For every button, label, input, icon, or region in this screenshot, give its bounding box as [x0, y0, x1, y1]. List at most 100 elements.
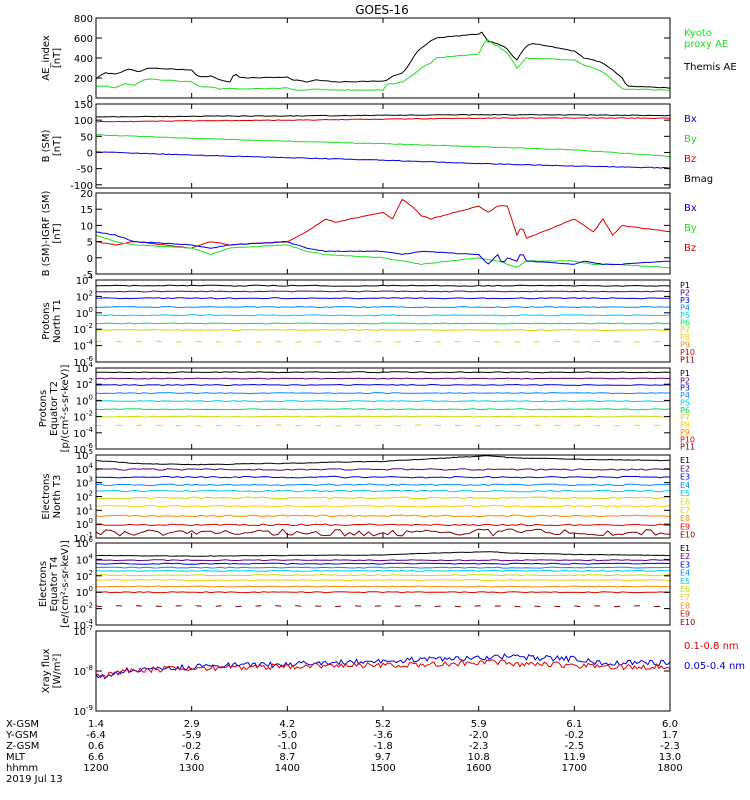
legend-pnorth-7: P8 [680, 333, 690, 342]
series-line-pequator-5 [96, 400, 670, 403]
xinfo-value-y-gsm-6: 1.7 [662, 730, 678, 741]
panel-frame-xray [95, 630, 671, 712]
ylabel-bigrf-0: B (SM)-IGRF (SM) [41, 191, 52, 277]
xinfo-value-hhmm-1: 1300 [179, 763, 204, 774]
xinfo-value-hhmm-0: 1200 [83, 763, 108, 774]
ytick-label-ae-2: 400 [74, 54, 93, 65]
series-line-eequator-5 [96, 569, 670, 572]
series-line-enorth-6 [96, 496, 670, 500]
legend-eequator-2: E3 [680, 560, 690, 569]
xinfo-value-x-gsm-1: 2.9 [184, 719, 200, 730]
series-line-ae-2 [96, 39, 670, 91]
legend-enorth-7: E8 [680, 514, 690, 523]
ytick-label-pequator-4: 102 [76, 377, 93, 391]
ytick-label-xray-1: 10-8 [73, 664, 93, 678]
series-group-bigrf [96, 198, 670, 269]
xinfo-value-mlt-2: 8.7 [279, 752, 295, 763]
series-line-bigrf-1 [96, 198, 670, 249]
legend-pnorth-10: P11 [680, 356, 695, 365]
xinfo-value-hhmm-3: 1500 [370, 763, 395, 774]
legend-enorth-5: E6 [680, 498, 690, 507]
legend-bsm-3: Bmag [684, 174, 713, 185]
ytick-label-enorth-6: 105 [76, 448, 93, 462]
legend-eequator-7: E8 [680, 601, 690, 610]
series-line-enorth-3 [96, 475, 670, 479]
ytick-label-bigrf-4: 15 [80, 205, 93, 216]
ytick-label-eequator-5: 106 [76, 536, 94, 550]
legend-pnorth-2: P3 [680, 296, 690, 305]
legend-enorth-1: E2 [680, 464, 690, 473]
legend-pnorth-0: P1 [680, 281, 690, 290]
legend-eequator-5: E6 [680, 585, 690, 594]
ytick-label-ae-0: 0 [87, 94, 93, 105]
panel-xray: 10-9 10-8 10-7 Xray flux [W/m²] 0.1-0.8 nm 0.0… [41, 624, 745, 718]
ytick-label-xray-2: 10-7 [73, 624, 93, 638]
legend-pequator-3: P4 [680, 391, 690, 400]
series-line-eequator-7 [96, 579, 670, 582]
series-line-pequator-6 [96, 408, 670, 411]
legend-eequator-8: E9 [680, 610, 690, 619]
xinfo-label-y-gsm: Y-GSM [5, 730, 38, 741]
series-line-pequator-7 [96, 415, 670, 418]
legend-pnorth-9: P10 [680, 348, 695, 357]
series-line-bsm-3 [96, 134, 670, 157]
xinfo-value-z-gsm-0: 0.6 [88, 741, 104, 752]
xinfo-value-mlt-5: 11.9 [563, 752, 585, 763]
series-line-ae-1 [96, 31, 670, 89]
legend-pequator-10: P11 [680, 443, 695, 452]
ytick-label-bsm-3: 50 [80, 132, 93, 143]
panel-bigrf: -5 0 5 10 15 20 B (SM)-IGRF (SM) [nT] Bx By Bz [41, 189, 697, 281]
series-line-pequator-8 [96, 424, 670, 427]
legend-pnorth-8: P9 [680, 341, 690, 350]
ylabel-pequator-0: Protons [38, 390, 49, 427]
series-line-enorth-8 [96, 514, 670, 518]
xinfo-value-z-gsm-5: -2.5 [565, 741, 585, 752]
legend-pnorth-4: P5 [680, 311, 690, 320]
xinfo-label-z-gsm: Z-GSM [6, 741, 39, 752]
ylabel-ae-0: AE_index [41, 35, 52, 81]
series-line-xray-1 [96, 653, 670, 680]
xinfo-value-y-gsm-3: -3.6 [373, 730, 393, 741]
ytick-label-bsm-4: 100 [74, 116, 93, 127]
xinfo-value-z-gsm-1: -0.2 [182, 741, 202, 752]
xinfo-value-z-gsm-3: -1.8 [373, 741, 393, 752]
series-group-xray [96, 653, 670, 680]
series-line-eequator-6 [96, 574, 670, 577]
series-line-pnorth-7 [96, 328, 670, 332]
series-line-eequator-8 [96, 585, 670, 588]
ylabel-xray-1: [W/m²] [52, 653, 63, 688]
series-group-pnorth [96, 284, 670, 343]
legend-pequator-1: P2 [680, 376, 690, 385]
ytick-label-pequator-2: 10-2 [73, 410, 93, 424]
ytick-label-enorth-4: 103 [76, 476, 93, 490]
ytick-label-pequator-3: 100 [76, 393, 93, 407]
xinfo-date: 2019 Jul 13 [6, 774, 63, 785]
ytick-label-enorth-1: 100 [76, 517, 93, 531]
xinfo-value-mlt-6: 13.0 [659, 752, 681, 763]
xinfo-value-y-gsm-2: -5.0 [278, 730, 298, 741]
legend-enorth-2: E3 [680, 473, 690, 482]
series-line-eequator-10 [96, 605, 670, 608]
ylabel-eequator-1: Equator T4 [49, 557, 60, 612]
series-line-bsm-2 [96, 117, 670, 123]
ytick-label-bigrf-3: 10 [80, 221, 93, 232]
panel-frame-pequator [95, 367, 671, 450]
legend-pequator-9: P10 [680, 435, 695, 444]
series-line-pnorth-1 [96, 284, 670, 287]
ytick-label-pnorth-1: 10-4 [73, 339, 93, 353]
ytick-label-eequator-3: 102 [76, 569, 93, 583]
legend-pnorth-1: P2 [680, 288, 690, 297]
xinfo-value-y-gsm-1: -5.9 [182, 730, 202, 741]
legend-bsm-0: Bx [684, 114, 697, 125]
ytick-label-bsm-1: -50 [77, 165, 93, 176]
series-line-eequator-2 [96, 559, 670, 562]
ylabel-enorth-0: Electrons [41, 473, 52, 519]
panel-bsm: -100 -50 0 50 100 150 B (SM) [nT] Bx By Bz Bmag [41, 100, 713, 192]
series-group-bsm [96, 113, 670, 169]
ytick-label-bigrf-2: 5 [87, 238, 93, 249]
xinfo-value-y-gsm-0: -6.4 [86, 730, 106, 741]
